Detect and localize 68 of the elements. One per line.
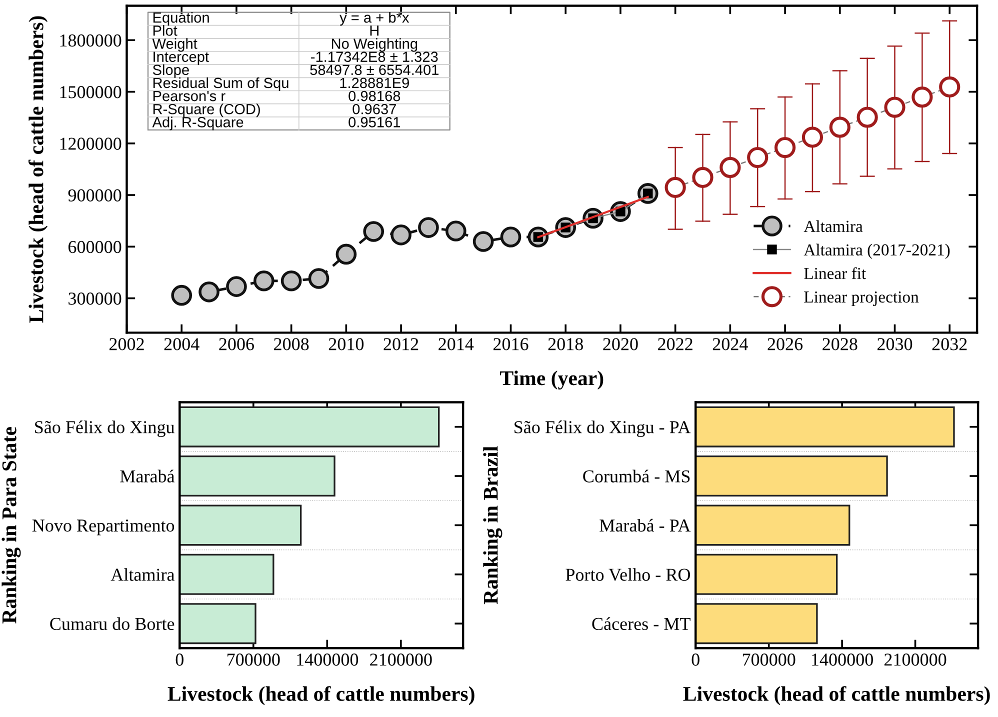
annotation: Pearson's r bbox=[153, 91, 226, 102]
annotation: y = a + b*x bbox=[340, 12, 410, 26]
x-tick-label: 2008 bbox=[274, 338, 309, 350]
annotation: 58497.8 ± 6554.401 bbox=[310, 64, 439, 76]
annotation: 1.28881E9 bbox=[340, 78, 409, 88]
y-tick-label: 1800000 bbox=[60, 34, 122, 47]
annotation: -1.17342E8 ± 1.323 bbox=[311, 52, 438, 62]
x-tick-label: 2016 bbox=[493, 338, 528, 350]
y-axis-title: Ranking in Para State bbox=[2, 427, 21, 624]
y-tick-label: Marabá - PA bbox=[600, 518, 691, 532]
x-tick-label: 0 bbox=[176, 654, 184, 666]
legend-label: Linear fit bbox=[804, 267, 866, 280]
y-tick-label: Cumaru do Borte bbox=[50, 617, 174, 630]
y-tick-label: Corumbá - MS bbox=[583, 470, 690, 482]
x-tick-label: 2014 bbox=[438, 338, 474, 350]
y-tick-label: 300000 bbox=[68, 292, 122, 305]
x-tick-label: 700000 bbox=[742, 654, 796, 666]
legend-label: Linear projection bbox=[804, 291, 919, 306]
x-tick-label: 0 bbox=[692, 654, 700, 666]
x-tick-label: 2032 bbox=[932, 338, 967, 350]
x-tick-label: 2020 bbox=[603, 338, 638, 350]
y-tick-label: 900000 bbox=[68, 189, 122, 202]
annotation: R-Square (COD) bbox=[153, 104, 260, 118]
y-tick-label: São Félix do Xingu bbox=[35, 420, 174, 438]
x-tick-label: 2100000 bbox=[884, 654, 946, 666]
annotation: 0.98168 bbox=[348, 90, 400, 102]
y-tick-label: Novo Repartimento bbox=[32, 520, 174, 536]
y-axis-title: Ranking in Brazil bbox=[483, 446, 502, 604]
y-tick-label: Cáceres - MT bbox=[592, 617, 690, 630]
x-tick-label: 2100000 bbox=[370, 654, 432, 666]
x-tick-label: 2022 bbox=[658, 338, 692, 350]
legend-label: Altamira bbox=[804, 220, 863, 232]
x-tick-label: 2028 bbox=[822, 338, 858, 350]
x-tick-label: 2024 bbox=[712, 338, 748, 350]
y-tick-label: Porto Velho - RO bbox=[566, 568, 690, 581]
y-tick-label: São Félix do Xingu - PA bbox=[514, 420, 691, 438]
x-tick-label: 2010 bbox=[328, 338, 364, 350]
legend-label: Altamira (2017-2021) bbox=[804, 244, 950, 259]
y-axis-title: Livestock (head of cattle numbers) bbox=[28, 16, 48, 323]
x-tick-label: 2012 bbox=[384, 338, 418, 350]
x-tick-label: 2006 bbox=[219, 338, 254, 350]
x-tick-label: 2026 bbox=[768, 338, 803, 350]
y-tick-label: 600000 bbox=[68, 240, 122, 254]
x-tick-label: 2018 bbox=[548, 338, 583, 350]
annotation: 0.95161 bbox=[348, 117, 400, 128]
x-axis-title: Livestock (head of cattle numbers) bbox=[683, 686, 990, 706]
annotation: Weight bbox=[152, 38, 198, 52]
x-tick-label: 2002 bbox=[109, 338, 144, 350]
x-axis-title: Time (year) bbox=[500, 370, 604, 390]
annotation: Equation bbox=[153, 12, 209, 26]
annotation: Slope bbox=[152, 64, 189, 78]
annotation: Plot bbox=[153, 25, 178, 36]
x-axis-title: Livestock (head of cattle numbers) bbox=[168, 686, 474, 706]
x-tick-label: 2030 bbox=[877, 338, 912, 350]
annotation: Adj. R-Square bbox=[152, 116, 244, 130]
annotation: H bbox=[370, 26, 378, 36]
annotation: Intercept bbox=[154, 52, 209, 65]
y-tick-label: 1200000 bbox=[60, 138, 122, 150]
annotation: No Weighting bbox=[332, 38, 418, 52]
x-tick-label: 2004 bbox=[164, 338, 200, 350]
x-tick-label: 1400000 bbox=[297, 654, 358, 666]
y-tick-label: 1500000 bbox=[60, 86, 122, 98]
x-tick-label: 1400000 bbox=[812, 654, 873, 666]
y-tick-label: Altamira bbox=[110, 568, 175, 581]
annotation: 0.9637 bbox=[352, 104, 396, 114]
y-tick-label: Marabá bbox=[120, 470, 175, 482]
x-tick-label: 700000 bbox=[228, 654, 280, 666]
annotation: Residual Sum of Squ bbox=[153, 77, 288, 91]
